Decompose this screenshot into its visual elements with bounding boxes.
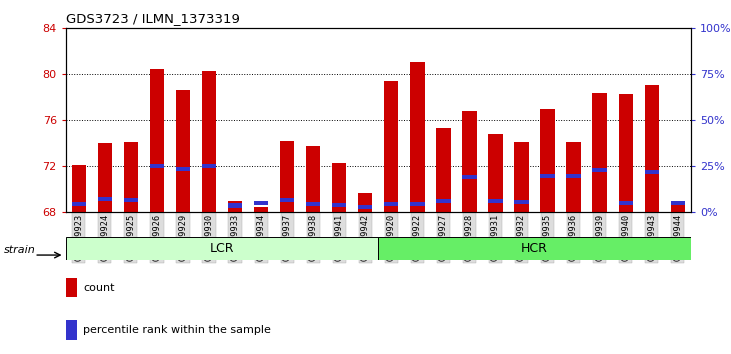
Bar	[379, 237, 691, 260]
Bar	[66, 237, 378, 260]
Text: strain: strain	[4, 245, 35, 255]
Bar	[176, 91, 190, 212]
Bar	[176, 167, 190, 171]
Bar	[228, 201, 242, 212]
Text: LCR: LCR	[210, 242, 235, 255]
Bar	[124, 198, 138, 202]
Bar	[150, 164, 164, 169]
Bar	[280, 198, 295, 202]
Text: GDS3723 / ILMN_1373319: GDS3723 / ILMN_1373319	[66, 12, 240, 25]
Bar	[567, 173, 580, 178]
Bar	[515, 200, 529, 204]
Bar	[488, 134, 503, 212]
Text: percentile rank within the sample: percentile rank within the sample	[83, 325, 271, 335]
Bar	[488, 199, 503, 203]
Bar	[385, 81, 398, 212]
Bar	[228, 204, 242, 207]
Bar	[202, 71, 216, 212]
Bar	[645, 85, 659, 212]
Bar	[150, 69, 164, 212]
Bar	[254, 207, 268, 212]
Bar	[410, 62, 425, 212]
Bar	[618, 94, 633, 212]
Bar	[540, 173, 555, 178]
Bar	[202, 164, 216, 169]
Text: HCR: HCR	[521, 242, 548, 255]
Bar	[618, 201, 633, 205]
Bar	[358, 193, 372, 212]
Bar	[332, 203, 346, 207]
Bar	[254, 201, 268, 205]
Bar	[98, 196, 112, 201]
Bar	[593, 93, 607, 212]
Bar	[436, 129, 450, 212]
Bar	[72, 165, 86, 212]
Bar	[670, 201, 685, 212]
Bar	[306, 202, 320, 206]
Bar	[645, 170, 659, 174]
Bar	[98, 143, 112, 212]
Bar	[515, 142, 529, 212]
Bar	[306, 146, 320, 212]
Bar	[462, 111, 477, 212]
Bar	[332, 163, 346, 212]
Bar	[436, 199, 450, 203]
Bar	[72, 202, 86, 206]
Bar	[670, 201, 685, 205]
Bar	[410, 202, 425, 206]
Bar	[358, 205, 372, 209]
Bar	[593, 168, 607, 172]
Bar	[124, 142, 138, 212]
Bar	[385, 202, 398, 206]
Bar	[280, 141, 295, 212]
Bar	[540, 109, 555, 212]
Text: count: count	[83, 282, 115, 293]
Bar	[567, 142, 580, 212]
Bar	[462, 175, 477, 179]
